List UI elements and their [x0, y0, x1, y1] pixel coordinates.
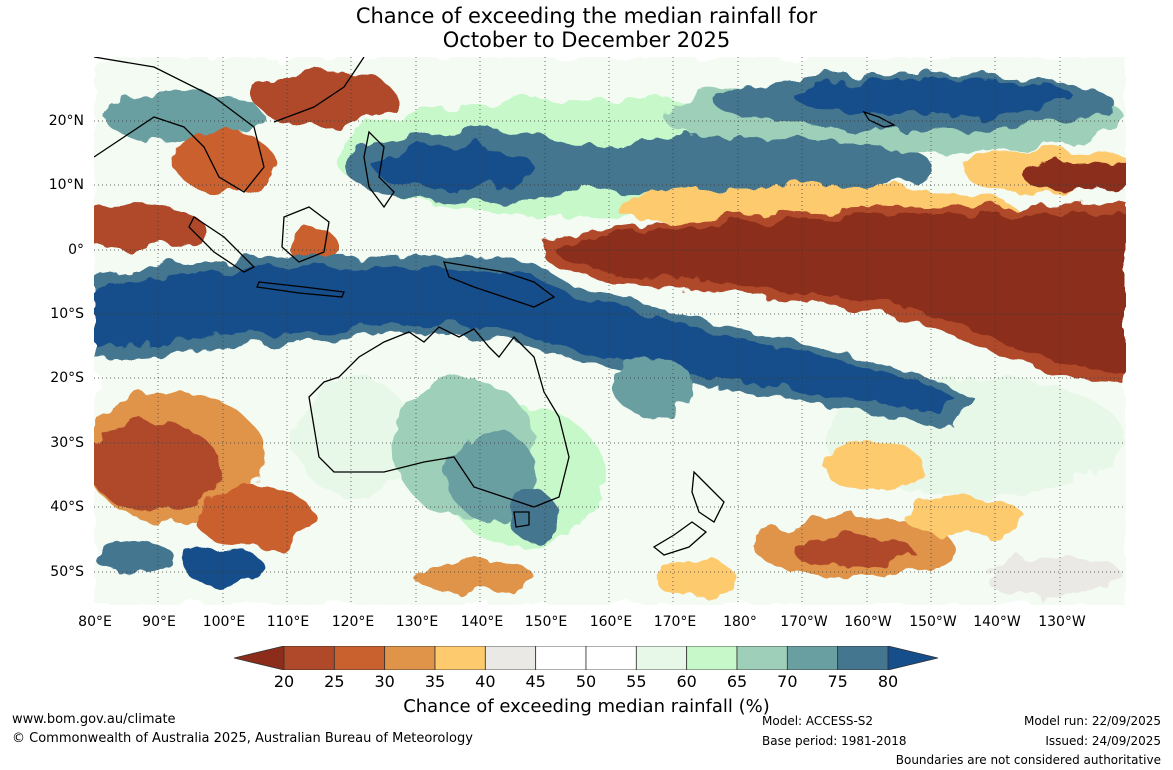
- lat-label-0: 0°: [68, 242, 84, 258]
- lon-label-180: 180°: [723, 614, 757, 630]
- new-guinea-coastline: [443, 261, 556, 308]
- lon-label-80e: 80°E: [78, 614, 112, 630]
- lon-label-120e: 120°E: [331, 614, 375, 630]
- colorbar-segment: [384, 646, 436, 670]
- colorbar-segment: [484, 646, 537, 670]
- sumatra-coastline: [188, 216, 256, 273]
- south-china-coastline: [273, 57, 365, 123]
- colorbar-arrow-low: [234, 646, 285, 670]
- new-zealand-north-coastline: [691, 470, 725, 523]
- colorbar-segment: [786, 646, 839, 670]
- lon-label-170e: 170°E: [653, 614, 697, 630]
- colorbar-segment: [585, 646, 637, 670]
- colorbar-segment: [333, 646, 386, 670]
- colorbar-tick-label: 20: [273, 672, 295, 691]
- philippines-coastline: [363, 130, 395, 209]
- colorbar-segment: [434, 646, 486, 670]
- colorbar-segment: [635, 646, 688, 670]
- title-line-1: Chance of exceeding the median rainfall …: [355, 4, 818, 28]
- lon-label-150w: 150°W: [909, 614, 957, 630]
- colorbar-tick-label: 70: [777, 672, 798, 691]
- colorbar-segment: [686, 646, 738, 670]
- lat-label-20n: 20°N: [48, 113, 84, 129]
- model-run-text: Model run: 22/09/2025: [1023, 714, 1161, 728]
- lat-label-10s: 10°S: [50, 306, 84, 322]
- colorbar-tick-label: 75: [827, 672, 848, 691]
- asia-coastline: [94, 57, 265, 193]
- colorbar-tick-label: 45: [525, 672, 546, 691]
- lon-label-160w: 160°W: [844, 614, 892, 630]
- colorbar-title: Chance of exceeding median rainfall (%): [403, 696, 770, 717]
- borneo-coastline: [281, 206, 330, 263]
- lat-label-30s: 30°S: [50, 435, 84, 451]
- colorbar-segment: [736, 646, 788, 670]
- lon-label-100e: 100°E: [202, 614, 246, 630]
- lon-label-130e: 130°E: [395, 614, 439, 630]
- graticule: [94, 57, 1126, 605]
- colorbar-segment: [535, 646, 587, 670]
- lat-label-20s: 20°S: [50, 370, 84, 386]
- title-line-2: October to December 2025: [442, 28, 731, 52]
- lat-label-40s: 40°S: [50, 499, 84, 515]
- australia-coastline: [308, 326, 570, 508]
- website-text: www.bom.gov.au/climate: [12, 712, 176, 727]
- colorbar-segment: [837, 646, 889, 670]
- lon-label-160e: 160°E: [589, 614, 633, 630]
- rainfall-map: [94, 57, 1126, 605]
- new-zealand-south-coastline: [652, 521, 708, 556]
- rainfall-field: [94, 57, 1126, 605]
- colorbar-tick-label: 55: [626, 672, 647, 691]
- lon-label-130w: 130°W: [1038, 614, 1086, 630]
- colorbar-tick-label: 50: [575, 672, 597, 691]
- lat-label-10n: 10°N: [48, 177, 84, 193]
- lat-label-50s: 50°S: [50, 564, 84, 580]
- colorbar-tick-label: 25: [324, 672, 345, 691]
- colorbar-tick-label: 60: [676, 672, 697, 691]
- java-coastline: [256, 281, 345, 298]
- map-title: Chance of exceeding the median rainfall …: [0, 4, 1173, 52]
- base-period-text: Base period: 1981-2018: [762, 734, 907, 748]
- hawaii-coastline: [862, 110, 896, 128]
- model-text: Model: ACCESS-S2: [762, 714, 874, 728]
- colorbar-tick-label: 65: [726, 672, 748, 691]
- colorbar-segment: [283, 646, 335, 670]
- coastlines: [94, 57, 896, 556]
- lon-label-170w: 170°W: [780, 614, 828, 630]
- tasmania-coastline: [513, 511, 530, 528]
- colorbar-tick-label: 40: [475, 672, 496, 691]
- lon-label-140w: 140°W: [973, 614, 1021, 630]
- colorbar: [234, 646, 938, 670]
- colorbar-tick-label: 30: [374, 672, 395, 691]
- colorbar-tick-label: 80: [877, 672, 899, 691]
- lon-label-90e: 90°E: [142, 614, 176, 630]
- copyright-text: © Commonwealth of Australia 2025, Austra…: [12, 731, 473, 746]
- colorbar-tick-label: 35: [424, 672, 446, 691]
- lon-label-150e: 150°E: [524, 614, 568, 630]
- disclaimer-text: Boundaries are not considered authoritat…: [895, 753, 1161, 767]
- issued-text: Issued: 24/09/2025: [1045, 734, 1161, 748]
- lon-label-110e: 110°E: [266, 614, 310, 630]
- colorbar-arrow-high: [887, 646, 938, 670]
- lon-label-140e: 140°E: [460, 614, 504, 630]
